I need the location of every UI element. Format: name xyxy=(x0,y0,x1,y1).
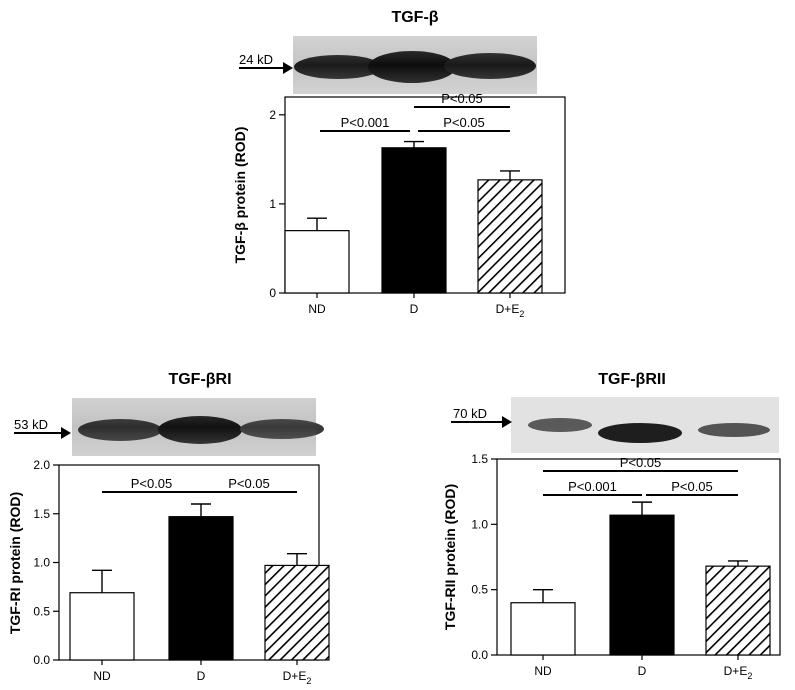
bar xyxy=(264,564,330,661)
molecular-weight-label: 70 kD xyxy=(453,406,487,421)
x-tick-label: ND xyxy=(534,664,552,678)
y-tick-label: 2 xyxy=(269,108,276,122)
panel-tgf-beta-ri: TGF-βRI 53 kD TGF-RI protein (ROD) 0.00.… xyxy=(7,371,330,686)
y-tick-label: 1 xyxy=(269,197,276,211)
y-axis-label: TGF-β protein (ROD) xyxy=(232,127,248,264)
x-tick-label: D+E2 xyxy=(283,669,312,686)
molecular-weight-label: 53 kD xyxy=(14,417,48,432)
y-tick-label: 2.0 xyxy=(33,458,50,472)
molecular-weight-label: 24 kD xyxy=(239,52,273,67)
y-axis-label: TGF-RI protein (ROD) xyxy=(7,492,23,634)
p-value-label: P<0.05 xyxy=(443,115,485,130)
p-value-label: P<0.001 xyxy=(341,115,390,130)
bar xyxy=(477,179,543,294)
y-tick-label: 1.5 xyxy=(33,507,50,521)
panel-title: TGF-βRII xyxy=(598,371,666,388)
panel-tgf-beta: TGF-β 24 kD TGF-β protein (ROD) 0 1 2 ND D D+… xyxy=(232,9,566,319)
y-tick-label: 0 xyxy=(269,286,276,300)
bar-plot: 0.00.51.01.5ND D D+E2P<0.05P<0.001 P<0.05 xyxy=(471,452,781,681)
bar-plot: 0 1 2 ND D D+E2 P<0.05 P<0.001 P<0.05 xyxy=(269,91,566,319)
western-blot-image xyxy=(293,36,537,94)
panel-tgf-beta-rii: TGF-βRII 70 kD TGF-RII protein (ROD) 0.0… xyxy=(442,371,781,681)
y-tick-label: 1.0 xyxy=(33,556,50,570)
bar xyxy=(284,230,350,294)
x-tick-label: D+E2 xyxy=(724,664,753,681)
x-tick-label: D xyxy=(410,302,419,316)
p-value-label: P<0.05 xyxy=(441,91,483,106)
panel-title: TGF-βRI xyxy=(168,371,231,388)
bar xyxy=(69,592,135,661)
p-value-label: P<0.05 xyxy=(131,476,173,491)
western-blot-image xyxy=(72,398,324,456)
western-blot-image xyxy=(511,397,779,453)
y-axis-label: TGF-RII protein (ROD) xyxy=(442,484,458,630)
p-value-label: P<0.05 xyxy=(228,476,270,491)
x-tick-label: D+E2 xyxy=(496,302,525,319)
bar xyxy=(168,516,234,661)
y-tick-label: 0.0 xyxy=(471,648,488,662)
y-tick-label: 0.5 xyxy=(471,583,488,597)
y-tick-label: 0.5 xyxy=(33,604,50,618)
x-tick-label: D xyxy=(197,669,206,683)
bar xyxy=(510,602,576,656)
marker-arrow-icon xyxy=(14,427,71,439)
x-tick-label: ND xyxy=(93,669,111,683)
panel-title: TGF-β xyxy=(391,9,438,26)
bar-plot: 0.0 0.5 1.0 1.5 2.0 ND D D+E2 P<0.05 P<0.05 xyxy=(33,458,330,686)
bar xyxy=(705,565,771,656)
x-tick-label: ND xyxy=(308,302,326,316)
p-value-label: P<0.05 xyxy=(671,479,713,494)
x-tick-label: D xyxy=(638,664,647,678)
bar xyxy=(381,147,447,294)
p-value-label: P<0.05 xyxy=(620,455,662,470)
y-tick-label: 0.0 xyxy=(33,653,50,667)
p-value-label: P<0.001 xyxy=(568,479,617,494)
marker-arrow-icon xyxy=(239,62,293,74)
marker-arrow-icon xyxy=(451,416,512,428)
y-tick-label: 1.5 xyxy=(471,452,488,466)
bar xyxy=(609,514,675,656)
y-tick-label: 1.0 xyxy=(471,517,488,531)
